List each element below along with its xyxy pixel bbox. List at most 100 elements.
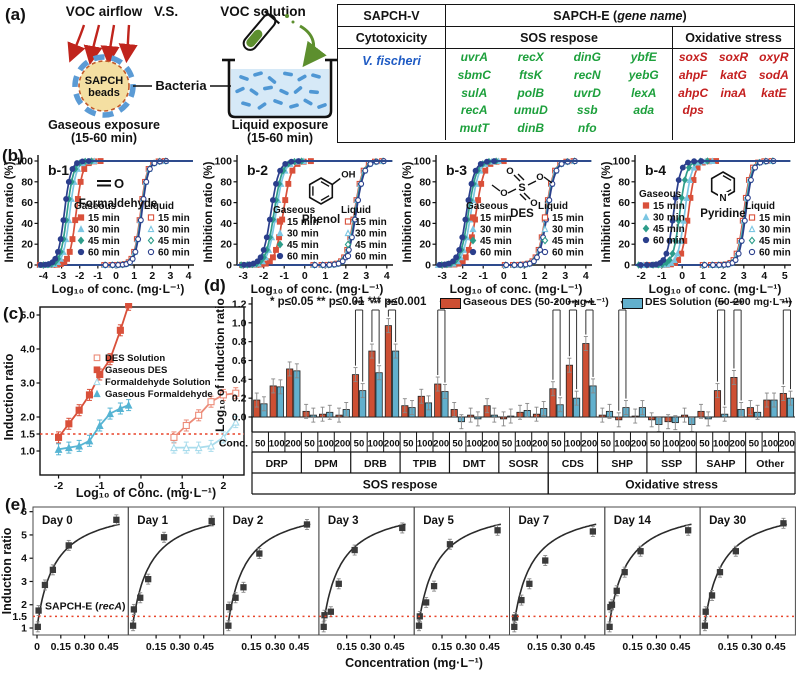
gene-name: ssb xyxy=(576,103,598,118)
svg-text:200: 200 xyxy=(631,439,647,450)
svg-text:0.45: 0.45 xyxy=(765,641,786,653)
svg-text:Log₁₀ of conc. (mg·L⁻¹): Log₁₀ of conc. (mg·L⁻¹) xyxy=(251,282,384,296)
svg-text:DPM: DPM xyxy=(314,458,338,470)
svg-text:30 min: 30 min xyxy=(480,225,512,236)
svg-text:4: 4 xyxy=(186,270,192,282)
gene-name: ftsK xyxy=(519,67,543,82)
svg-text:200: 200 xyxy=(335,439,351,450)
svg-text:3: 3 xyxy=(562,270,568,282)
tank-icon xyxy=(222,58,338,119)
svg-text:-1: -1 xyxy=(479,270,488,282)
gene-name: sbmC xyxy=(457,67,491,82)
panel-b-label: (b) xyxy=(2,146,24,165)
svg-text:Day 7: Day 7 xyxy=(519,515,550,527)
svg-text:1.2: 1.2 xyxy=(232,298,247,310)
svg-text:60 min: 60 min xyxy=(759,248,791,259)
svg-text:0.45: 0.45 xyxy=(289,641,310,653)
gene-name: umuD xyxy=(513,103,548,118)
gene-name: recX xyxy=(517,50,544,64)
svg-text:Inhibition ratio (%): Inhibition ratio (%) xyxy=(601,161,613,262)
svg-text:b-1: b-1 xyxy=(48,162,69,178)
svg-text:0.15: 0.15 xyxy=(432,641,453,653)
gene-name: yebG xyxy=(628,67,659,82)
svg-text:***: *** xyxy=(782,299,793,309)
svg-text:0.15: 0.15 xyxy=(622,641,643,653)
svg-text:1: 1 xyxy=(21,623,27,635)
svg-text:60 min: 60 min xyxy=(88,248,120,259)
svg-text:60: 60 xyxy=(618,197,630,209)
bacteria-label: Bacteria xyxy=(155,78,207,93)
gene-name: ada xyxy=(633,103,655,118)
svg-text:50: 50 xyxy=(255,439,266,450)
svg-text:0.30: 0.30 xyxy=(551,641,572,653)
svg-text:DRP: DRP xyxy=(266,458,288,470)
table-header-sapch-v: SAPCH-V xyxy=(338,5,446,26)
svg-text:3: 3 xyxy=(741,270,747,282)
svg-text:50: 50 xyxy=(354,439,365,450)
gene-name: recN xyxy=(573,67,601,82)
svg-text:2: 2 xyxy=(343,270,349,282)
legend-swatch-des-solution xyxy=(622,298,643,309)
legend-label-des-solution: DES Solution (50-200 mg·L⁻¹) xyxy=(645,296,792,308)
legend-label-gaseous-des: Gaseous DES (50-200 µg·L⁻¹) xyxy=(463,296,609,308)
airflow-arrows-icon xyxy=(67,24,138,66)
svg-text:**: ** xyxy=(718,299,726,309)
svg-text:Formaldehyde Solution: Formaldehyde Solution xyxy=(105,377,211,388)
svg-text:SSP: SSP xyxy=(661,458,682,470)
svg-text:Inhibition ratio (%): Inhibition ratio (%) xyxy=(203,161,215,262)
gene-name: recA xyxy=(460,103,488,118)
svg-text:0: 0 xyxy=(113,270,119,282)
gene-name: mutT xyxy=(459,121,489,136)
svg-text:6: 6 xyxy=(21,506,27,518)
svg-text:2: 2 xyxy=(220,480,226,492)
svg-text:O: O xyxy=(536,172,543,183)
svg-text:-1: -1 xyxy=(657,270,666,282)
svg-text:0.45: 0.45 xyxy=(98,641,119,653)
svg-text:-2: -2 xyxy=(75,270,84,282)
sapch-e-reca-annotation: SAPCH-E (recA) xyxy=(45,600,126,612)
svg-text:-4: -4 xyxy=(39,270,48,282)
svg-text:DMT: DMT xyxy=(463,458,486,470)
svg-text:SOS respose: SOS respose xyxy=(363,478,438,492)
svg-text:30 min: 30 min xyxy=(287,229,319,240)
gene-name: uvrD xyxy=(573,85,601,100)
svg-text:Day 3: Day 3 xyxy=(328,515,359,527)
gene-name xyxy=(713,103,753,121)
svg-text:-2: -2 xyxy=(636,270,645,282)
svg-text:0.30: 0.30 xyxy=(360,641,381,653)
svg-text:2: 2 xyxy=(149,270,155,282)
significance-note: * p≤0.05 ** p≤0.01 *** p≤0.001 xyxy=(270,296,427,308)
svg-text:0: 0 xyxy=(679,270,685,282)
gene-name: nfo xyxy=(577,121,597,136)
svg-text:Conc.: Conc. xyxy=(219,438,248,450)
svg-text:45 min: 45 min xyxy=(552,236,584,247)
svg-text:50: 50 xyxy=(650,439,661,450)
svg-text:15 min: 15 min xyxy=(355,217,387,228)
svg-text:beads: beads xyxy=(88,87,120,99)
svg-text:40: 40 xyxy=(419,218,431,230)
svg-text:80: 80 xyxy=(419,176,431,188)
svg-text:0: 0 xyxy=(302,270,308,282)
gene-name: katE xyxy=(761,85,787,100)
svg-text:Induction ratio: Induction ratio xyxy=(0,527,14,614)
svg-text:15 min: 15 min xyxy=(552,213,584,224)
svg-text:30 min: 30 min xyxy=(355,229,387,240)
gene-name: soxS xyxy=(678,50,708,64)
svg-text:50: 50 xyxy=(403,439,414,450)
svg-text:2: 2 xyxy=(720,270,726,282)
svg-text:Phenol: Phenol xyxy=(302,214,340,226)
svg-text:Formaldehyde: Formaldehyde xyxy=(79,198,158,210)
svg-text:100: 100 xyxy=(417,439,433,450)
svg-text:0.30: 0.30 xyxy=(741,641,762,653)
svg-text:Other: Other xyxy=(756,458,784,470)
svg-text:45 min: 45 min xyxy=(287,240,319,251)
svg-text:30 min: 30 min xyxy=(759,225,791,236)
svg-text:CDS: CDS xyxy=(562,458,584,470)
svg-text:50: 50 xyxy=(304,439,315,450)
svg-text:***: *** xyxy=(370,299,381,309)
